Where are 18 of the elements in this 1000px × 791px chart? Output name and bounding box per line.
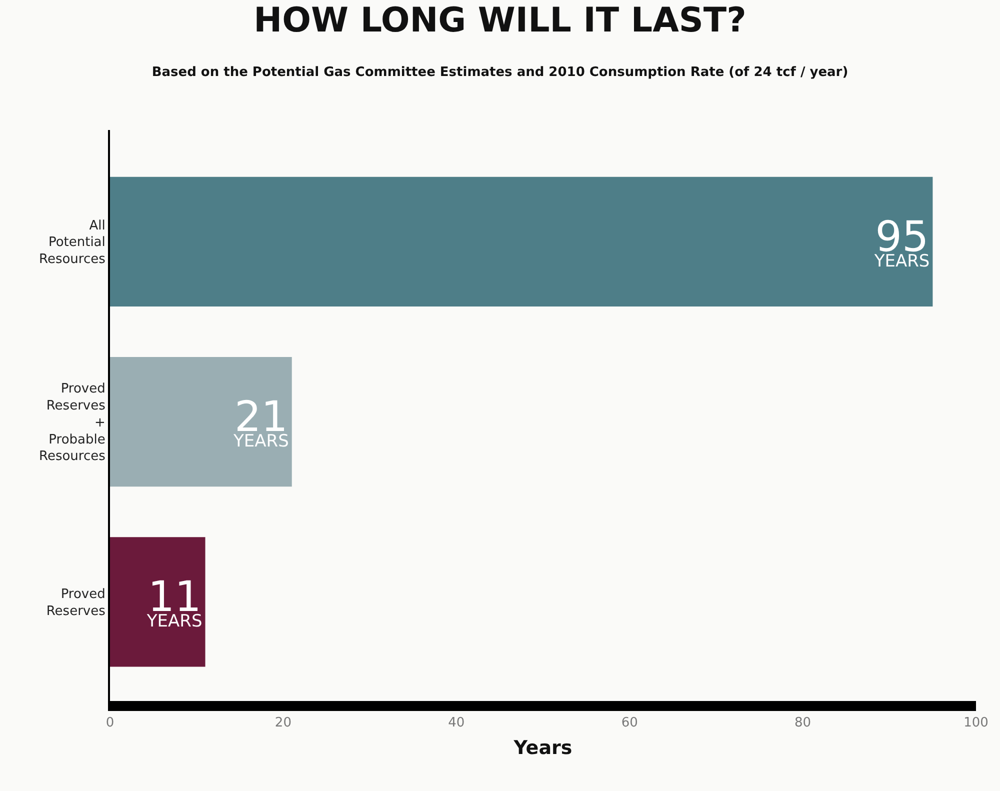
x-tick-label: 40 bbox=[448, 716, 465, 731]
data-label: 95 YEARS bbox=[873, 212, 930, 272]
x-tick-label: 80 bbox=[794, 716, 812, 731]
chart-subtitle: Based on the Potential Gas Committee Estimates and 2010 Consumption Rate (of 24 tcf / year) bbox=[152, 64, 848, 80]
y-tick-label: Proved Reserves + Probable Resources bbox=[39, 382, 106, 464]
y-tick-label: All Potential Resources bbox=[39, 218, 106, 268]
x-tick-label: 60 bbox=[621, 716, 638, 731]
bar bbox=[110, 537, 206, 667]
data-label: 11 YEARS bbox=[146, 572, 202, 632]
y-tick-label: Proved Reserves bbox=[46, 587, 106, 619]
data-label: 21 YEARS bbox=[232, 392, 289, 452]
bar bbox=[110, 356, 292, 487]
x-tick-label: 100 bbox=[964, 716, 988, 731]
bar bbox=[110, 176, 933, 307]
x-axis-title: Years bbox=[512, 736, 572, 759]
x-tick-label: 0 bbox=[106, 716, 114, 731]
chart-title: HOW LONG WILL IT LAST? bbox=[254, 0, 746, 41]
x-tick-label: 20 bbox=[274, 716, 292, 731]
